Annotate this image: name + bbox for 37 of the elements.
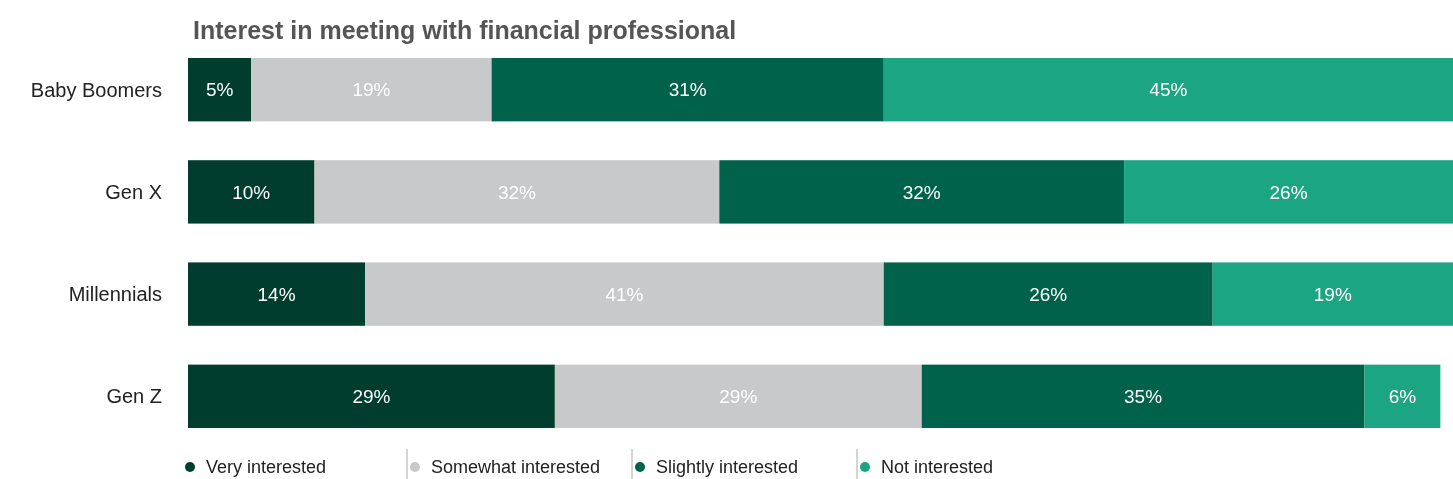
legend-label: Somewhat interested — [431, 457, 601, 478]
data-label: 14% — [257, 283, 296, 305]
y-tick-label: Baby Boomers — [30, 78, 162, 101]
legend-label: Slightly interested — [656, 457, 799, 478]
bar — [188, 262, 366, 326]
bar — [188, 364, 555, 428]
bar — [883, 262, 1213, 326]
data-label: 6% — [1388, 385, 1417, 407]
bar — [491, 58, 884, 122]
bar — [188, 58, 252, 122]
data-label: 35% — [1124, 385, 1163, 407]
legend-label: Not interested — [881, 457, 994, 478]
bar — [314, 160, 720, 224]
data-label: 29% — [352, 385, 391, 407]
data-label: 45% — [1149, 79, 1188, 101]
bar — [921, 364, 1365, 428]
y-tick-label: Gen X — [105, 180, 162, 203]
data-label: 5% — [205, 79, 234, 101]
bar — [1124, 160, 1453, 224]
data-label: 26% — [1029, 283, 1068, 305]
y-tick-label: Millennials — [68, 283, 162, 306]
bar — [554, 364, 922, 428]
data-label: 26% — [1269, 181, 1308, 203]
y-tick-label: Gen Z — [106, 385, 162, 408]
bar — [883, 58, 1453, 122]
bar — [251, 58, 492, 122]
legend-label: Very interested — [206, 457, 327, 478]
bar — [719, 160, 1125, 224]
chart-title: Interest in meeting with financial professional — [193, 15, 737, 44]
data-label: 10% — [232, 181, 271, 203]
data-label: 31% — [668, 79, 707, 101]
bar — [1364, 364, 1441, 428]
bar — [365, 262, 884, 326]
bar — [188, 160, 315, 224]
data-label: 32% — [902, 181, 941, 203]
bar — [1212, 262, 1453, 326]
data-label: 19% — [1313, 283, 1352, 305]
